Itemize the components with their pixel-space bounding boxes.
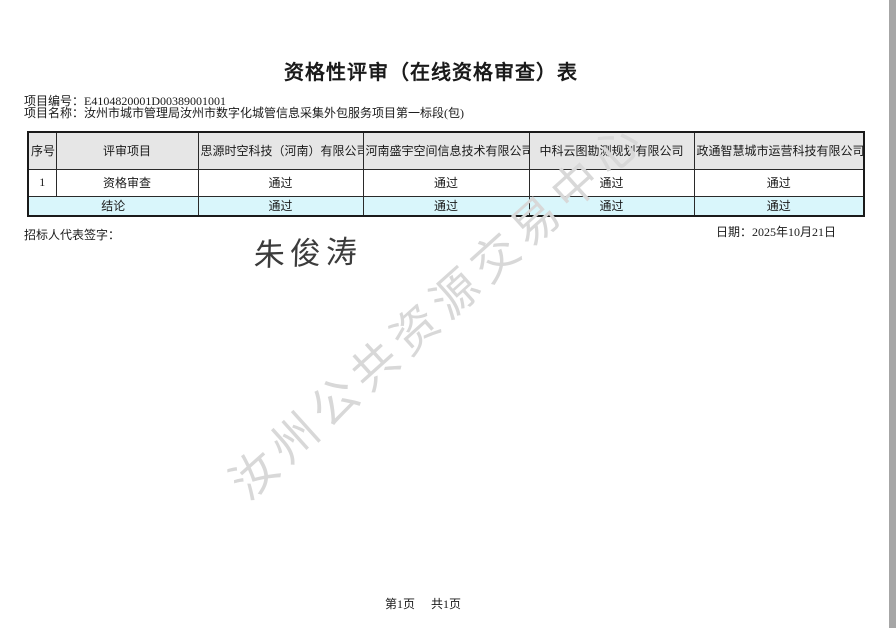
table-row: 1 资格审查 通过 通过 通过 通过 xyxy=(27,168,865,197)
row-seq-cell: 1 xyxy=(27,168,57,197)
page-footer: 第1页 共1页 xyxy=(0,595,846,612)
project-name-label: 项目名称： xyxy=(24,106,85,120)
current-page-indicator: 第1页 xyxy=(384,597,415,611)
bidder-representative-sign-label: 招标人代表签字： xyxy=(24,228,121,242)
viewer-right-gutter xyxy=(889,0,896,628)
row-result-cell-4: 通过 xyxy=(693,168,865,197)
row-item-cell: 资格审查 xyxy=(55,168,199,197)
row-result-cell-3: 通过 xyxy=(528,168,695,197)
conclusion-row: 结论 通过 通过 通过 通过 xyxy=(27,195,865,217)
col-header-company-3: 中科云图勘测规划有限公司 xyxy=(528,131,695,170)
total-pages-indicator: 共1页 xyxy=(431,597,462,611)
conclusion-label-cell: 结论 xyxy=(27,195,199,217)
row-result-cell-1: 通过 xyxy=(197,168,364,197)
project-name-line: 项目名称：汝州市城市管理局汝州市数字化城管信息采集外包服务项目第一标段(包) xyxy=(24,104,464,121)
project-number-line: 项目编号：E4104820001D00389001001 xyxy=(24,92,226,109)
col-header-company-2: 河南盛宇空间信息技术有限公司 xyxy=(362,131,530,170)
date-label: 日期： xyxy=(715,225,752,239)
col-header-company-4: 政通智慧城市运营科技有限公司 xyxy=(693,131,865,170)
conclusion-result-cell-2: 通过 xyxy=(362,195,530,217)
conclusion-result-cell-3: 通过 xyxy=(528,195,695,217)
page-title: 资格性评审（在线资格审查）表 xyxy=(284,62,578,84)
conclusion-result-cell-4: 通过 xyxy=(693,195,865,217)
col-header-seq: 序号 xyxy=(27,131,57,170)
review-table: 序号 评审项目 思源时空科技（河南）有限公司 河南盛宇空间信息技术有限公司 中科… xyxy=(27,131,865,217)
conclusion-result-cell-1: 通过 xyxy=(197,195,364,217)
project-name-value: 汝州市城市管理局汝州市数字化城管信息采集外包服务项目第一标段(包) xyxy=(84,106,465,120)
project-number-label: 项目编号： xyxy=(24,94,85,108)
date-value: 2025年10月21日 xyxy=(751,225,836,239)
col-header-company-1: 思源时空科技（河南）有限公司 xyxy=(197,131,364,170)
col-header-item: 评审项目 xyxy=(55,131,199,170)
date-line: 日期：2025年10月21日 xyxy=(716,223,836,240)
project-number-value: E4104820001D00389001001 xyxy=(84,94,227,108)
handwritten-signature: 朱俊涛 xyxy=(253,234,363,273)
table-header-row: 序号 评审项目 思源时空科技（河南）有限公司 河南盛宇空间信息技术有限公司 中科… xyxy=(27,131,865,170)
row-result-cell-2: 通过 xyxy=(362,168,530,197)
